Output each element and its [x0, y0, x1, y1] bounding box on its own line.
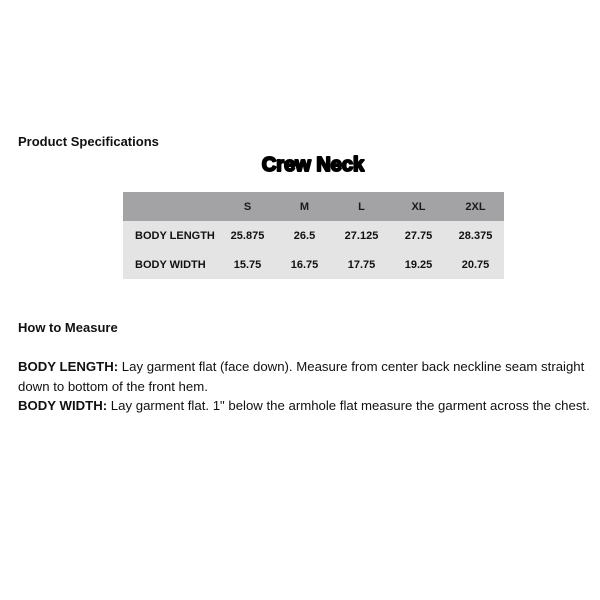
svg-text:Crew Neck: Crew Neck: [262, 154, 365, 176]
